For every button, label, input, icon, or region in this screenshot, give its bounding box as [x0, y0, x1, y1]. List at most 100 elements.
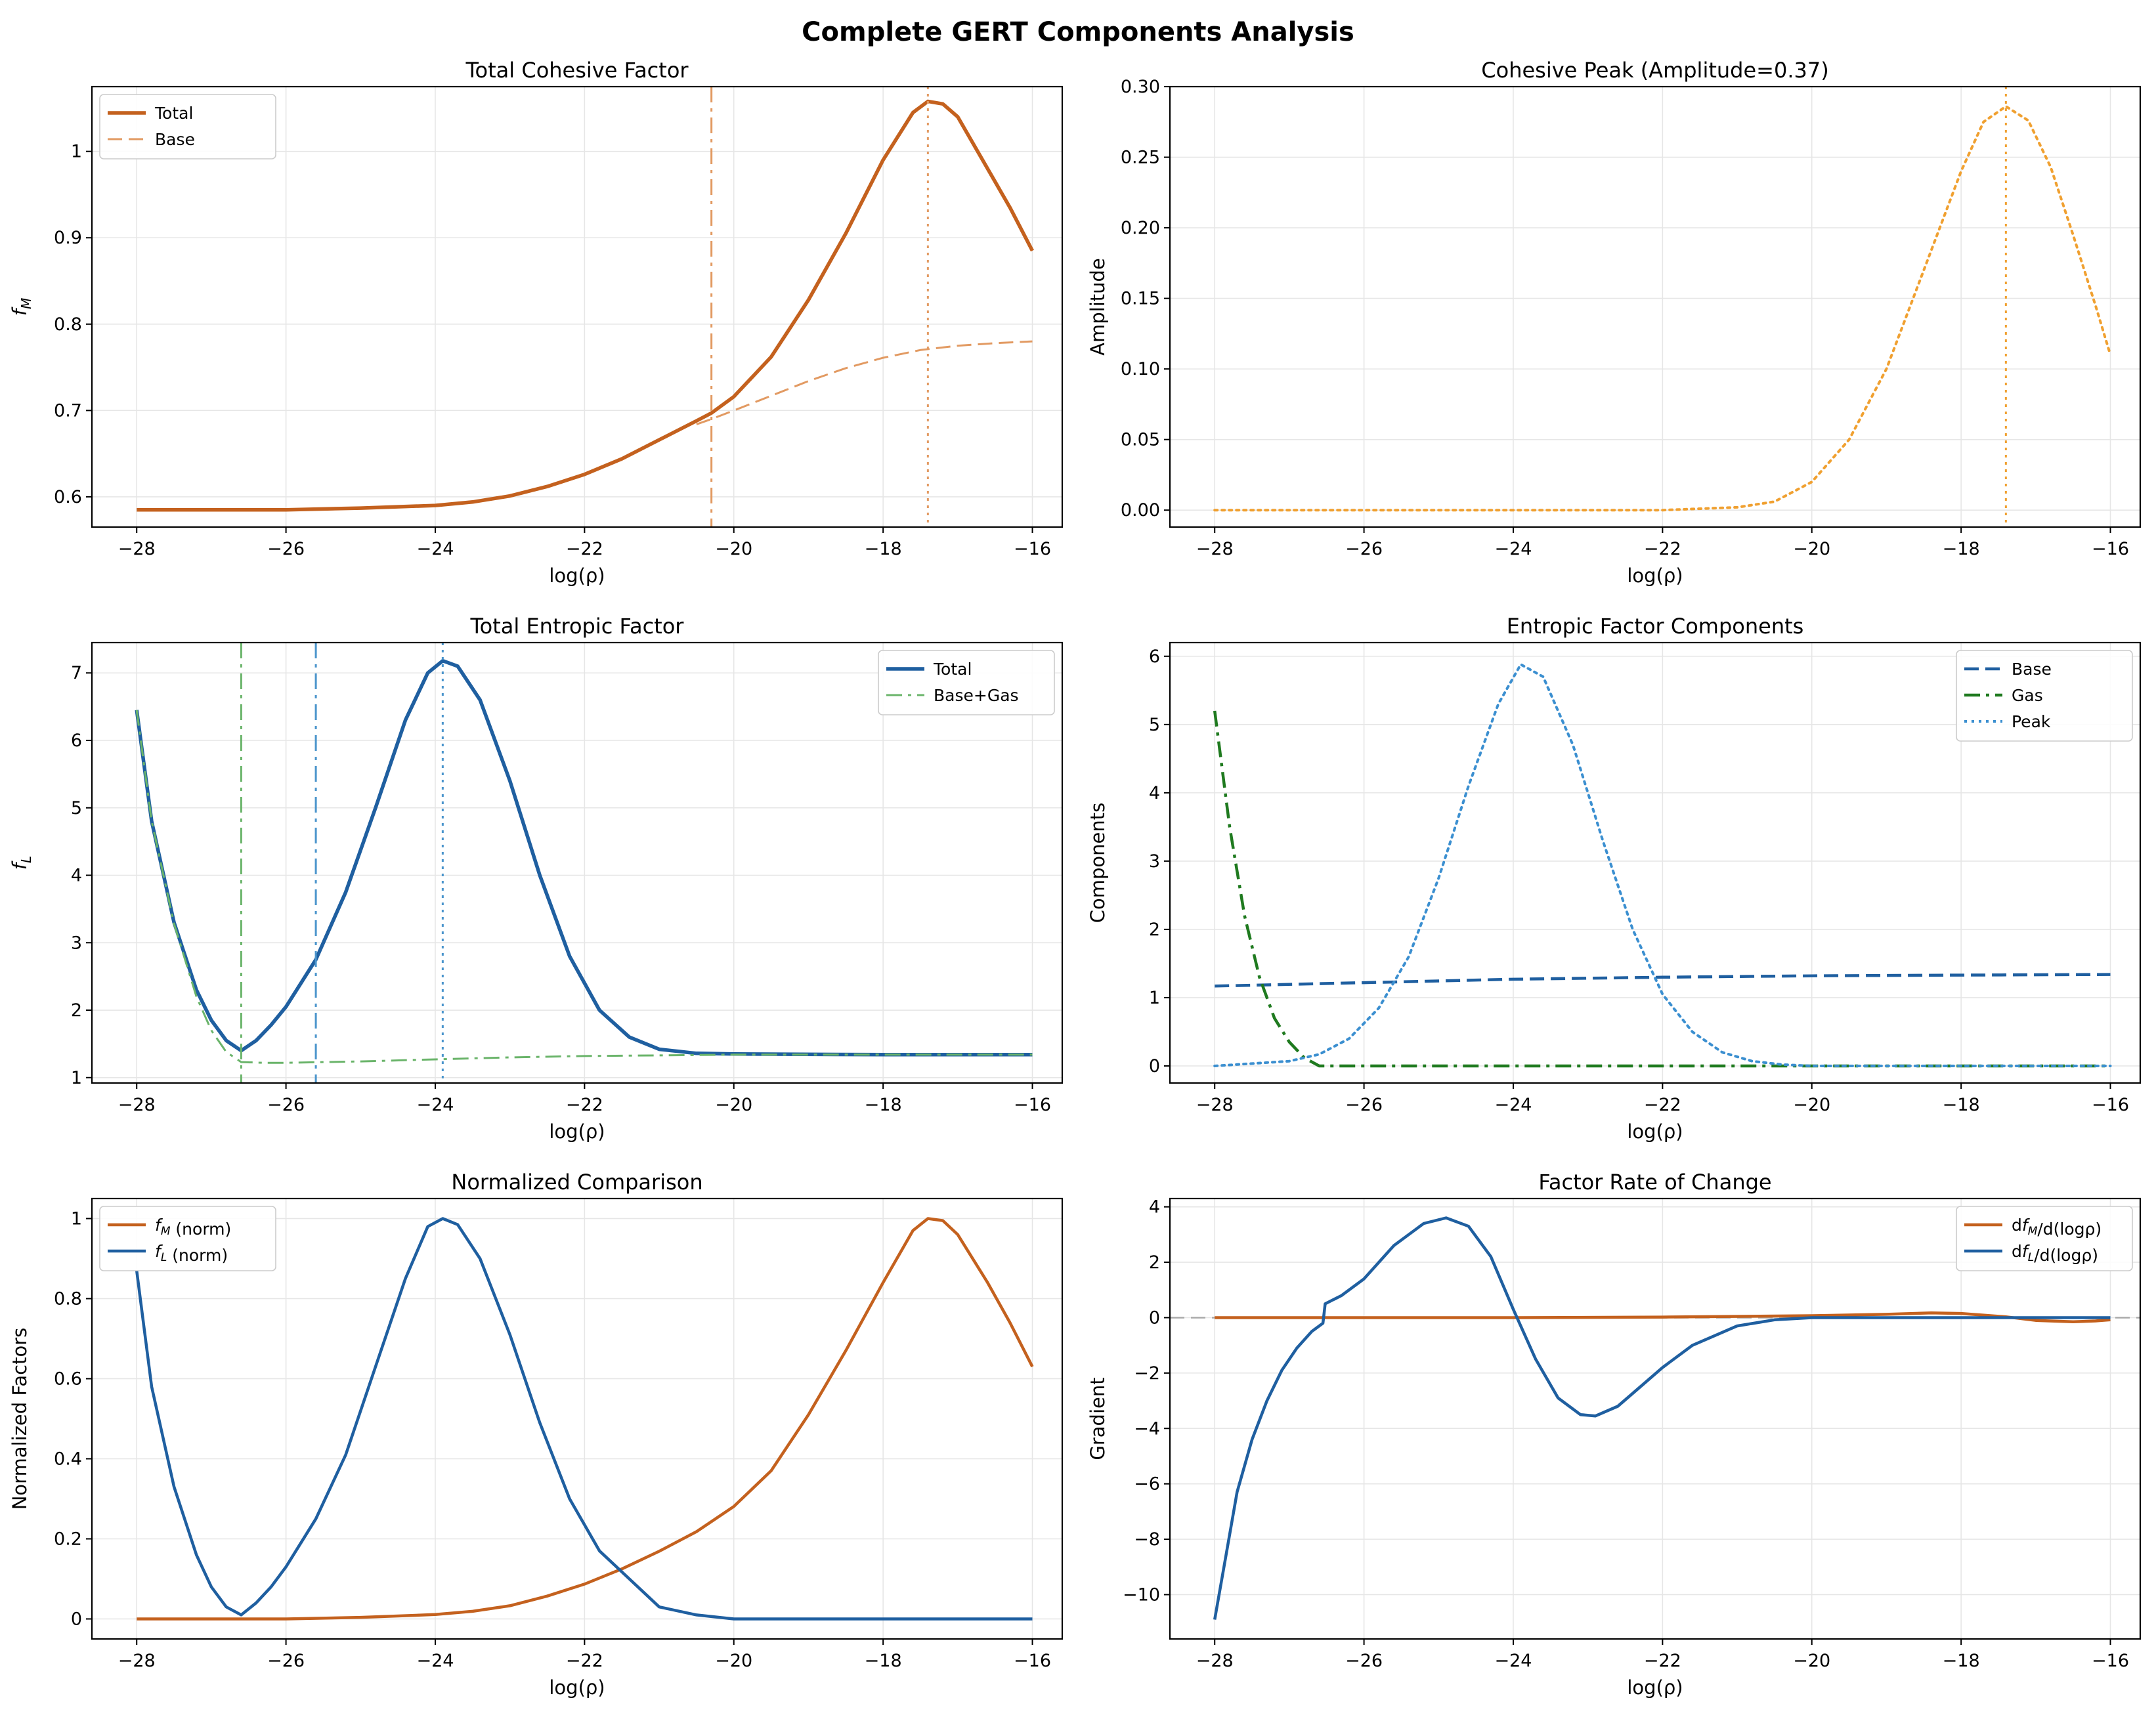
y-tick-label: 0.7 — [54, 400, 82, 421]
y-tick-label: 0.2 — [54, 1529, 82, 1550]
x-tick-label: −22 — [566, 1651, 603, 1671]
y-tick-label: 0.9 — [54, 228, 82, 248]
x-tick-label: −28 — [1196, 539, 1234, 559]
label-part: M — [18, 298, 34, 309]
legend-box — [1956, 650, 2133, 742]
label-part: d — [2012, 1242, 2022, 1261]
label-part: d — [2012, 1216, 2022, 1235]
label-part: Base — [155, 130, 195, 149]
x-tick-label: −24 — [1494, 1651, 1532, 1671]
y-tick-label: 0.4 — [54, 1449, 82, 1470]
x-tick-label: −22 — [1644, 1095, 1681, 1115]
series-line-df-l-d-log--1 — [1213, 1216, 2111, 1620]
y-tick-label: 4 — [1149, 783, 1160, 803]
x-tick-label: −18 — [865, 539, 902, 559]
y-axis-label: Components — [1087, 803, 1109, 923]
label-part: Gas — [2012, 686, 2043, 705]
y-axis-label: fL — [9, 856, 34, 870]
x-tick-label: −22 — [566, 1095, 603, 1115]
label-part: Normalized Factors — [9, 1328, 31, 1510]
y-tick-label: 6 — [71, 731, 82, 751]
figure-title: Complete GERT Components Analysis — [802, 17, 1354, 47]
y-tick-label: −10 — [1123, 1584, 1160, 1605]
x-tick-label: −16 — [1014, 1095, 1051, 1115]
y-tick-label: 1 — [71, 1209, 82, 1229]
y-tick-label: 2 — [71, 1000, 82, 1021]
y-tick-label: 6 — [1149, 647, 1160, 667]
label-part: L — [161, 1251, 167, 1264]
label-part: Amplitude — [1087, 258, 1109, 356]
x-tick-label: −20 — [715, 1095, 752, 1115]
x-tick-label: −24 — [416, 1651, 454, 1671]
x-tick-label: −26 — [267, 1651, 305, 1671]
legend: Total Base+Gas — [878, 650, 1055, 715]
label-part: (norm) — [167, 1246, 228, 1265]
plot-area — [135, 1217, 1034, 1621]
chart-panel-p6: −28 −26 −24 −22 −20 −18 −16−10−8−6−4−2024Facto… — [1087, 1170, 2142, 1699]
x-tick-label: −26 — [1345, 1095, 1383, 1115]
legend-entry-label: Total — [933, 660, 972, 679]
y-tick-label: 4 — [1149, 1197, 1160, 1218]
x-tick-label: −16 — [2092, 1095, 2129, 1115]
label-part: (norm) — [170, 1220, 231, 1239]
y-tick-label: 0 — [71, 1609, 82, 1630]
y-axis-label: Normalized Factors — [9, 1328, 31, 1510]
legend-box — [99, 94, 276, 159]
x-tick-label: −16 — [1014, 539, 1051, 559]
x-tick-label: −16 — [2092, 539, 2129, 559]
x-axis-label: log(ρ) — [549, 1676, 605, 1699]
label-part: Gradient — [1087, 1377, 1109, 1460]
x-tick-label: −28 — [118, 1651, 156, 1671]
legend-entry-label: Base+Gas — [934, 686, 1019, 705]
x-tick-label: −20 — [1793, 1651, 1830, 1671]
legend-box — [99, 1206, 276, 1271]
plot-area — [1213, 663, 2112, 1068]
y-tick-label: −4 — [1134, 1418, 1160, 1439]
y-tick-label: −6 — [1134, 1474, 1160, 1495]
y-tick-label: 0.00 — [1121, 500, 1160, 521]
panel-title: Factor Rate of Change — [1538, 1170, 1771, 1195]
y-tick-label: 3 — [71, 933, 82, 953]
legend-entry-label: Base — [155, 130, 195, 149]
x-tick-label: −26 — [267, 1095, 305, 1115]
series-line-peak-2 — [1213, 663, 2112, 1067]
x-tick-label: −18 — [1943, 539, 1980, 559]
legend-entry-label: dfM/d(logρ) — [2012, 1216, 2102, 1239]
y-tick-label: 0.30 — [1121, 77, 1160, 97]
y-tick-label: 1 — [71, 142, 82, 162]
chart-panel-p3: −28 −26 −24 −22 −20 −18 −16 1 2 3 4 5 6 7 Total Entrop… — [9, 614, 1064, 1143]
y-axis-label: Gradient — [1087, 1377, 1109, 1460]
series-line-base-0 — [1215, 973, 2111, 988]
x-tick-label: −26 — [1345, 1651, 1383, 1671]
label-part: Components — [1087, 803, 1109, 923]
legend-entry-label: Total — [154, 104, 193, 123]
chart-panel-p5: −28 −26 −24 −22 −20 −18 −16 0 0.2 0.4 0.6 0.8 1 Norma… — [9, 1170, 1064, 1699]
x-tick-label: −18 — [1943, 1095, 1980, 1115]
plot-area — [1170, 1216, 2140, 1620]
legend-entry-label: dfL/d(logρ) — [2012, 1242, 2098, 1265]
y-tick-label: −2 — [1134, 1363, 1160, 1384]
x-tick-label: −16 — [1014, 1651, 1051, 1671]
chart-panel-p2: −28 −26 −24 −22 −20 −18 −16 0.00 0.05 0.10 0.15 0.2… — [1087, 58, 2142, 587]
axes-frame — [1169, 85, 2142, 528]
panel-title: Entropic Factor Components — [1507, 614, 1804, 639]
axes-frame — [91, 85, 1064, 528]
x-tick-label: −24 — [416, 539, 454, 559]
y-tick-label: 0.8 — [54, 1289, 82, 1309]
legend: dfM/d(logρ) dfL/d(logρ) — [1956, 1206, 2133, 1271]
y-tick-label: 5 — [1149, 715, 1160, 735]
x-axis-label: log(ρ) — [1627, 564, 1683, 587]
x-tick-label: −28 — [118, 539, 156, 559]
x-tick-label: −28 — [118, 1095, 156, 1115]
y-tick-label: 0.8 — [54, 314, 82, 335]
y-tick-label: 2 — [1149, 1252, 1160, 1273]
label-part: L — [18, 856, 34, 863]
series-line-base-1 — [696, 340, 1033, 425]
x-tick-label: −20 — [1793, 1095, 1830, 1115]
legend-box — [1956, 1206, 2133, 1271]
series-line-base-gas-1 — [135, 710, 1033, 1064]
label-part: Total — [154, 104, 193, 123]
y-tick-label: 0.6 — [54, 1369, 82, 1390]
x-tick-label: −24 — [1494, 539, 1532, 559]
